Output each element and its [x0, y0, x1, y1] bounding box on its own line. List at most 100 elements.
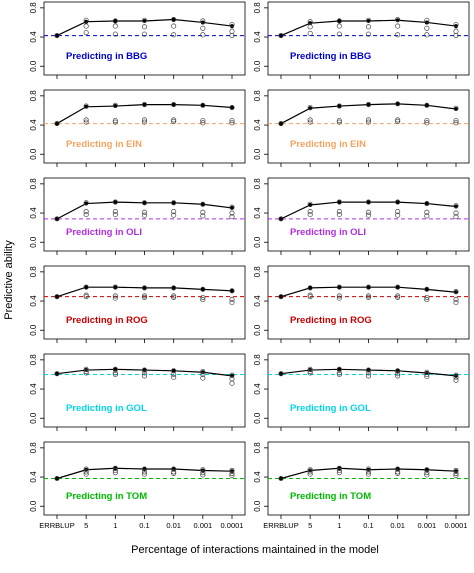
mean-point	[279, 294, 283, 299]
replicate-point	[229, 214, 235, 220]
x-tick-label: 0.1	[139, 521, 149, 530]
mean-point	[337, 285, 342, 290]
replicate-point	[200, 201, 206, 207]
mean-point	[366, 200, 371, 205]
panel-annotation: Predicting in ROG	[66, 315, 148, 326]
y-tick-label: 0.8	[253, 90, 262, 102]
mean-point	[279, 121, 283, 126]
replicate-point	[395, 373, 401, 379]
mean-point	[230, 24, 234, 29]
replicate-point	[336, 284, 342, 290]
y-tick-label: 0.0	[253, 412, 262, 424]
panel-annotation: Predicting in TOM	[290, 491, 371, 502]
mean-point	[171, 17, 176, 22]
replicate-point	[200, 25, 206, 31]
replicate-point	[229, 299, 235, 306]
replicate-point	[229, 210, 235, 216]
replicate-point	[424, 371, 430, 377]
replicate-point	[112, 209, 118, 215]
replicate-point	[453, 214, 459, 220]
replicate-point	[365, 209, 372, 215]
replicate-point	[307, 30, 313, 36]
replicate-point	[453, 374, 459, 380]
replicate-point	[365, 212, 372, 218]
replicate-point	[141, 367, 148, 373]
replicate-point	[171, 469, 177, 475]
mean-point	[200, 103, 205, 108]
replicate-point	[83, 30, 89, 36]
replicate-point	[278, 121, 284, 127]
replicate-point	[395, 117, 401, 123]
mean-point	[279, 216, 283, 221]
replicate-point	[336, 293, 342, 299]
replicate-point	[112, 31, 118, 37]
replicate-point	[171, 16, 177, 23]
replicate-point	[112, 118, 118, 124]
replicate-point	[229, 120, 235, 126]
replicate-point	[365, 102, 372, 108]
mean-point	[366, 285, 371, 290]
replicate-point	[200, 120, 206, 126]
replicate-point	[200, 368, 206, 375]
panel-annotation: Predicting in BBG	[66, 51, 147, 62]
replicate-point	[141, 466, 148, 472]
replicate-point	[200, 467, 206, 473]
y-tick-label: 0.4	[253, 471, 262, 483]
replicate-point	[83, 103, 89, 109]
replicate-point	[83, 119, 89, 125]
replicate-point	[453, 299, 459, 306]
replicate-point	[424, 286, 430, 292]
y-tick-label: 0.8	[29, 90, 38, 102]
y-tick-label: 0.0	[29, 324, 38, 336]
panel-frame	[267, 89, 470, 164]
y-tick-label: 0.8	[253, 178, 262, 190]
replicate-point	[278, 216, 284, 222]
replicate-point	[229, 372, 235, 378]
replicate-point	[171, 371, 177, 377]
replicate-point	[83, 471, 89, 477]
replicate-point	[200, 472, 206, 478]
replicate-point	[54, 33, 60, 39]
replicate-point	[229, 204, 235, 210]
mean-point	[113, 285, 118, 290]
replicate-point	[229, 467, 235, 474]
y-tick-label: 0.0	[253, 148, 262, 160]
replicate-point	[424, 25, 430, 31]
mean-point	[337, 367, 342, 372]
panel-frame	[43, 89, 246, 164]
mean-point	[113, 367, 118, 372]
mean-point	[171, 200, 176, 205]
replicate-point	[395, 212, 401, 218]
replicate-point	[336, 119, 342, 125]
panel-annotation: Predicting in OLI	[66, 227, 142, 238]
mean-point	[230, 105, 234, 110]
panel-frame	[267, 1, 470, 76]
mean-point	[200, 202, 205, 207]
replicate-point	[424, 294, 430, 300]
replicate-point	[200, 297, 206, 303]
mean-line	[56, 104, 233, 125]
replicate-point	[395, 284, 401, 290]
replicate-point	[424, 467, 430, 473]
replicate-point	[424, 32, 430, 38]
replicate-point	[336, 211, 342, 218]
mean-point	[424, 201, 429, 206]
replicate-point	[83, 292, 89, 298]
replicate-point	[365, 24, 372, 30]
replicate-point	[171, 102, 177, 108]
y-tick-label: 0.0	[29, 148, 38, 160]
y-tick-label: 0.4	[29, 383, 38, 395]
replicate-point	[54, 216, 60, 222]
mean-point	[279, 371, 283, 376]
y-tick-label: 0.8	[253, 354, 262, 366]
replicate-point	[307, 292, 313, 298]
replicate-point	[83, 366, 89, 372]
replicate-point	[336, 295, 342, 301]
replicate-point	[171, 212, 177, 218]
replicate-point	[453, 118, 459, 124]
replicate-point	[453, 377, 459, 383]
replicate-point	[307, 294, 313, 300]
panel-frame	[267, 265, 470, 340]
y-tick-label: 0.0	[253, 60, 262, 72]
x-tick-label: 1	[113, 521, 117, 530]
